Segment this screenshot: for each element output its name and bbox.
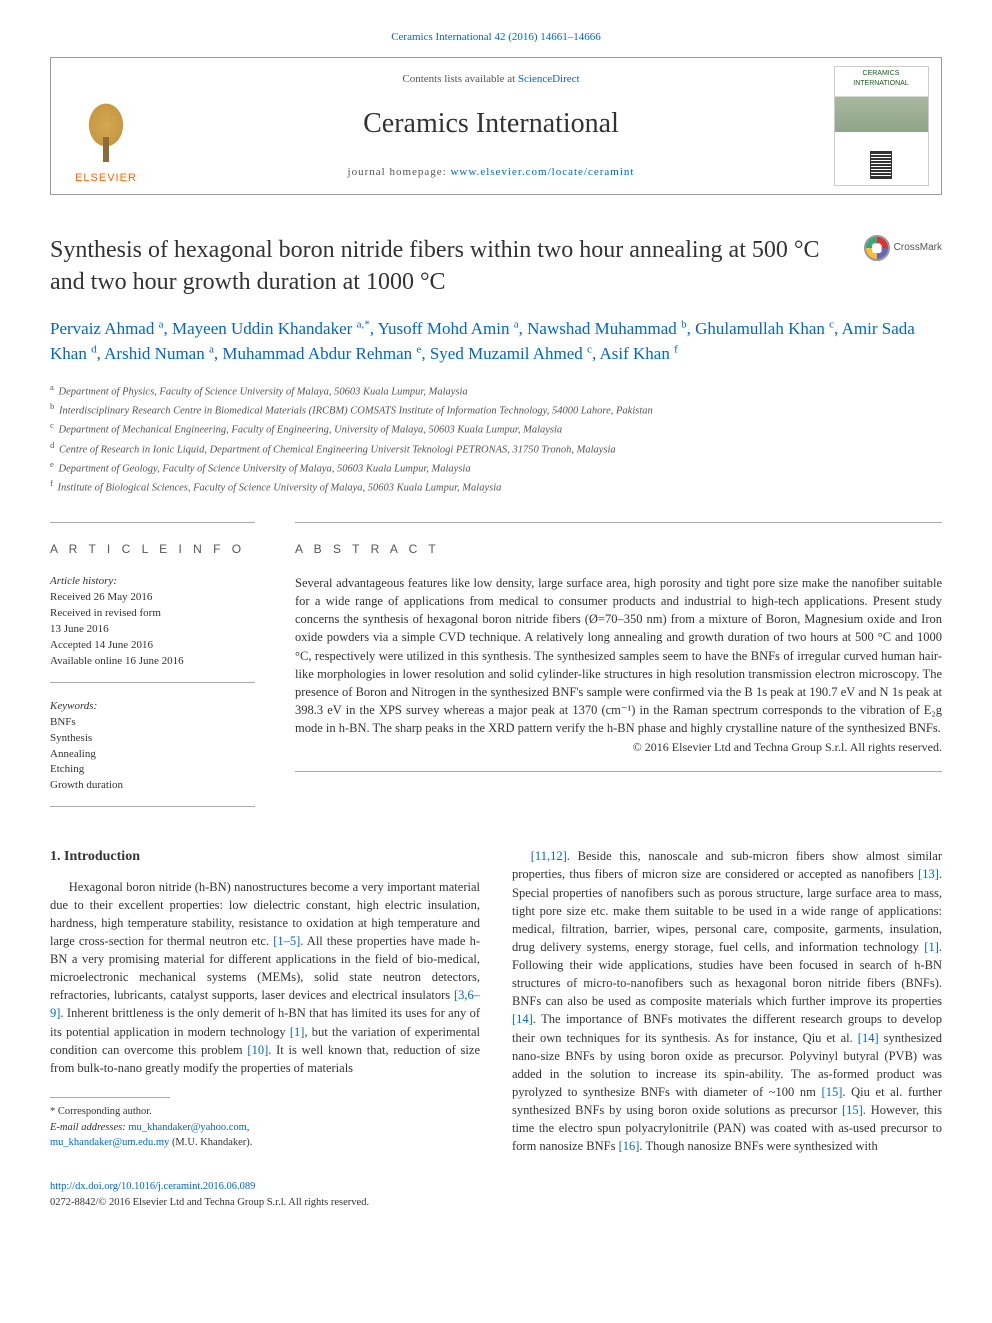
history-line: Received in revised form [50,606,255,622]
doi-link[interactable]: http://dx.doi.org/10.1016/j.ceramint.201… [50,1181,255,1192]
publisher-wordmark: ELSEVIER [75,171,137,186]
journal-homepage-link[interactable]: www.elsevier.com/locate/ceramint [450,166,634,178]
issn-copyright: 0272-8842/© 2016 Elsevier Ltd and Techna… [50,1197,369,1208]
running-citation: Ceramics International 42 (2016) 14661–1… [50,30,942,45]
abstract-copyright: © 2016 Elsevier Ltd and Techna Group S.r… [295,739,942,756]
author-email-2[interactable]: mu_khandaker@um.edu.my [50,1137,169,1148]
corresponding-indicator: * Corresponding author. [50,1104,480,1120]
elsevier-tree-icon [76,97,136,167]
keyword-item: Synthesis [50,731,255,747]
homepage-prefix: journal homepage: [348,166,451,178]
journal-masthead: ELSEVIER Contents lists available at Sci… [50,57,942,195]
publisher-logo-block: ELSEVIER [51,58,161,194]
abstract-text: Several advantageous features like low d… [295,574,942,772]
masthead-center: Contents lists available at ScienceDirec… [161,58,821,194]
article-info-heading: A R T I C L E I N F O [50,541,255,558]
keyword-item: Growth duration [50,778,255,794]
crossmark-badge[interactable]: CrossMark [864,235,942,261]
corresponding-author-footnote: * Corresponding author. E-mail addresses… [50,1104,480,1151]
crossmark-icon [864,235,890,261]
email-label: E-mail addresses: [50,1122,128,1133]
keyword-item: BNFs [50,715,255,731]
contents-available-line: Contents lists available at ScienceDirec… [402,72,579,87]
contents-prefix: Contents lists available at [402,73,517,85]
footnote-separator [50,1097,170,1098]
article-body: 1. Introduction Hexagonal boron nitride … [50,847,942,1155]
affiliation-item: e Department of Geology, Faculty of Scie… [50,458,942,477]
history-label: Article history: [50,574,255,590]
author-list: Pervaiz Ahmad a, Mayeen Uddin Khandaker … [50,316,942,367]
section-1-heading: 1. Introduction [50,847,480,867]
intro-paragraph-2: [11,12]. Beside this, nanoscale and sub-… [512,847,942,1155]
journal-cover-thumbnail: CERAMICS INTERNATIONAL [834,66,929,186]
abstract-column: A B S T R A C T Several advantageous fea… [295,522,942,807]
affiliation-item: f Institute of Biological Sciences, Facu… [50,477,942,496]
cover-thumb-block: CERAMICS INTERNATIONAL [821,58,941,194]
history-line: 13 June 2016 [50,622,255,638]
author-email-1[interactable]: mu_khandaker@yahoo.com [128,1122,246,1133]
intro-paragraph-1: Hexagonal boron nitride (h-BN) nanostruc… [50,878,480,1077]
article-info-column: A R T I C L E I N F O Article history: R… [50,522,255,807]
affiliation-item: d Centre of Research in Ionic Liquid, De… [50,439,942,458]
keywords-label: Keywords: [50,699,255,715]
affiliation-list: a Department of Physics, Faculty of Scie… [50,381,942,497]
article-title: Synthesis of hexagonal boron nitride fib… [50,235,844,297]
email-separator: , [247,1122,250,1133]
history-line: Received 26 May 2016 [50,590,255,606]
history-line: Accepted 14 June 2016 [50,638,255,654]
page-footer: http://dx.doi.org/10.1016/j.ceramint.201… [50,1179,942,1211]
history-line: Available online 16 June 2016 [50,654,255,670]
article-history: Article history: Received 26 May 2016Rec… [50,574,255,683]
crossmark-label: CrossMark [894,241,942,255]
abstract-heading: A B S T R A C T [295,541,942,558]
keywords-block: Keywords: BNFsSynthesisAnnealingEtchingG… [50,699,255,808]
journal-name: Ceramics International [363,104,619,143]
sciencedirect-link[interactable]: ScienceDirect [518,73,580,85]
journal-homepage-line: journal homepage: www.elsevier.com/locat… [348,165,635,180]
affiliation-item: c Department of Mechanical Engineering, … [50,419,942,438]
keyword-item: Etching [50,762,255,778]
affiliation-item: b Interdisciplinary Research Centre in B… [50,400,942,419]
affiliation-item: a Department of Physics, Faculty of Scie… [50,381,942,400]
email-owner: (M.U. Khandaker). [169,1137,252,1148]
keyword-item: Annealing [50,747,255,763]
